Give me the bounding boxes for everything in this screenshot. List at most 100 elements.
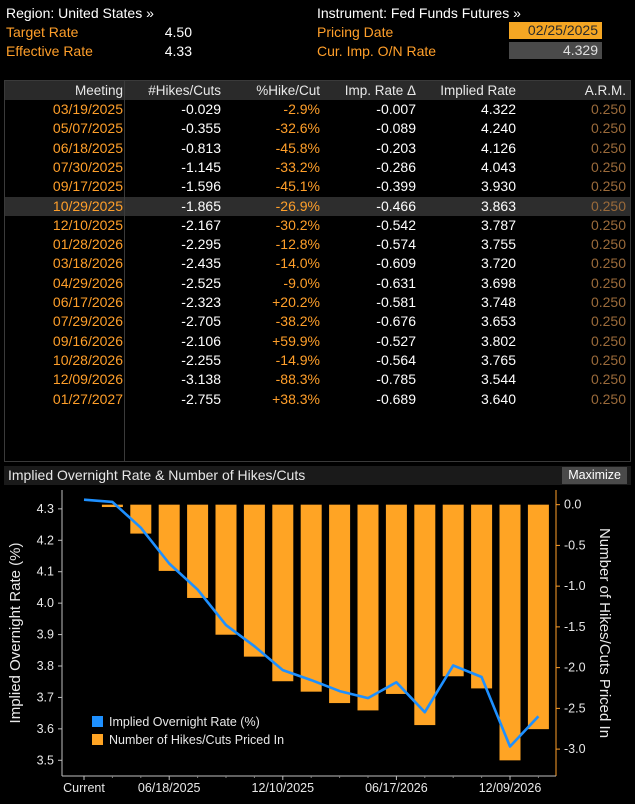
y-tick-label: 3.5 (37, 753, 54, 767)
col-header-arm[interactable]: A.R.M. (584, 83, 626, 98)
cell-implied-rate: 3.640 (480, 390, 516, 407)
bar (215, 504, 237, 635)
cell-pct-hike-cut: -2.9% (283, 101, 320, 117)
cell-imp-rate-delta: -0.785 (376, 371, 416, 388)
table-row[interactable]: 12/09/2026 -3.138 -88.3% -0.785 3.544 0.250 (5, 370, 630, 389)
table-row[interactable]: 03/18/2026 -2.435 -14.0% -0.609 3.720 0.250 (5, 254, 630, 273)
table-row[interactable]: 12/10/2025 -2.167 -30.2% -0.542 3.787 0.250 (5, 216, 630, 235)
cell-hikes-cuts: -1.865 (181, 197, 221, 214)
series-line (83, 498, 540, 748)
cell-pct-hike-cut: +20.2% (272, 294, 320, 310)
cell-implied-rate: 3.802 (480, 332, 516, 349)
y-tick-label: 4.1 (37, 565, 54, 579)
table-row[interactable]: 07/30/2025 -1.145 -33.2% -0.286 4.043 0.250 (5, 158, 630, 177)
cell-meeting: 03/19/2025 (52, 101, 123, 117)
y-tick-label: 3.6 (37, 722, 54, 736)
instrument-selector[interactable]: Instrument: Fed Funds Futures » (317, 5, 521, 21)
cell-implied-rate: 3.755 (480, 236, 516, 253)
cur-imp-rate-field[interactable]: 4.329 (509, 42, 602, 59)
cell-imp-rate-delta: -0.689 (376, 390, 416, 407)
x-tick-label: 12/10/2025 (252, 781, 315, 795)
cell-implied-rate: 3.653 (480, 313, 516, 330)
cell-meeting: 05/07/2025 (52, 120, 123, 137)
cell-arm: 0.250 (590, 216, 626, 233)
bar (385, 504, 407, 694)
col-header-hikes-cuts[interactable]: #Hikes/Cuts (148, 83, 221, 98)
table-row[interactable]: 09/17/2025 -1.596 -45.1% -0.399 3.930 0.250 (5, 177, 630, 196)
col-header-meeting[interactable]: Meeting (74, 83, 123, 98)
maximize-button[interactable]: Maximize (562, 467, 627, 484)
cell-meeting: 10/29/2025 (52, 197, 123, 214)
x-tick-label: 06/18/2025 (138, 781, 201, 795)
table-header-bar (5, 81, 630, 100)
cell-arm: 0.250 (590, 236, 626, 253)
cell-meeting: 12/09/2026 (52, 371, 123, 388)
cur-imp-rate-label: Cur. Imp. O/N Rate (317, 43, 437, 59)
cell-meeting: 01/27/2027 (52, 390, 123, 407)
table-row[interactable]: 09/16/2026 -2.106 +59.9% -0.527 3.802 0.250 (5, 332, 630, 351)
cell-pct-hike-cut: +59.9% (272, 332, 320, 349)
bar (414, 504, 436, 726)
cell-implied-rate: 4.043 (480, 158, 516, 175)
table-row[interactable]: 10/29/2025 -1.865 -26.9% -0.466 3.863 0.250 (5, 196, 630, 216)
effective-rate-label: Effective Rate (6, 43, 93, 59)
effective-rate-value: 4.33 (164, 43, 192, 59)
cell-arm: 0.250 (590, 178, 626, 195)
cell-arm: 0.250 (590, 255, 626, 272)
bar (357, 504, 379, 711)
table-row[interactable]: 01/27/2027 -2.755 +38.3% -0.689 3.640 0.250 (5, 390, 630, 409)
column-divider (124, 81, 125, 461)
cell-arm: 0.250 (590, 158, 626, 175)
cell-pct-hike-cut: -45.8% (275, 139, 320, 156)
x-tick-label: 06/17/2026 (365, 781, 428, 795)
cell-arm: 0.250 (590, 294, 626, 310)
y2-tick-label: -0.5 (564, 538, 586, 552)
cell-pct-hike-cut: -38.2% (275, 313, 320, 330)
bar (130, 504, 152, 534)
cell-imp-rate-delta: -0.203 (376, 139, 416, 156)
bar (471, 504, 493, 689)
header-panel: Region: United States » Instrument: Fed … (0, 0, 635, 72)
cell-implied-rate: 3.765 (480, 351, 516, 368)
cell-implied-rate: 3.748 (480, 294, 516, 310)
cell-hikes-cuts: -0.813 (181, 139, 221, 156)
pricing-date-label: Pricing Date (317, 24, 394, 40)
bar (527, 504, 549, 730)
legend-box (86, 710, 308, 752)
y-tick-label: 4.2 (37, 533, 54, 547)
cell-hikes-cuts: -2.525 (181, 274, 221, 291)
table-row[interactable]: 06/17/2026 -2.323 +20.2% -0.581 3.748 0.250 (5, 293, 630, 312)
table-row[interactable]: 01/28/2026 -2.295 -12.8% -0.574 3.755 0.250 (5, 235, 630, 254)
cell-hikes-cuts: -2.255 (181, 351, 221, 368)
table-row[interactable]: 06/18/2025 -0.813 -45.8% -0.203 4.126 0.250 (5, 139, 630, 158)
cell-pct-hike-cut: -26.9% (275, 197, 320, 214)
cell-implied-rate: 3.787 (480, 216, 516, 233)
legend-label-bars: Number of Hikes/Cuts Priced In (109, 733, 284, 747)
table-row[interactable]: 07/29/2026 -2.705 -38.2% -0.676 3.653 0.250 (5, 312, 630, 331)
bar (329, 504, 351, 704)
col-header-pct-hike-cut[interactable]: %Hike/Cut (256, 83, 320, 98)
table-row[interactable]: 10/28/2026 -2.255 -14.9% -0.564 3.765 0.250 (5, 351, 630, 370)
cell-hikes-cuts: -2.323 (181, 294, 221, 310)
cell-imp-rate-delta: -0.564 (376, 351, 416, 368)
table-row[interactable]: 05/07/2025 -0.355 -32.6% -0.089 4.240 0.250 (5, 119, 630, 138)
table-row[interactable]: 03/19/2025 -0.029 -2.9% -0.007 4.322 0.250 (5, 100, 630, 119)
pricing-date-field[interactable]: 02/25/2025 (509, 22, 602, 39)
table-row[interactable]: 04/29/2026 -2.525 -9.0% -0.631 3.698 0.250 (5, 274, 630, 293)
cell-meeting: 06/17/2026 (52, 294, 123, 310)
y2-tick-label: -3.0 (564, 742, 586, 756)
bar (499, 504, 521, 761)
x-tick-label: 12/09/2026 (479, 781, 542, 795)
col-header-implied-rate[interactable]: Implied Rate (440, 83, 516, 98)
cell-arm: 0.250 (590, 120, 626, 137)
target-rate-value: 4.50 (164, 24, 192, 40)
legend-swatch-bars (92, 734, 103, 745)
cell-hikes-cuts: -1.596 (181, 178, 221, 195)
cell-meeting: 07/30/2025 (52, 158, 123, 175)
x-tick-label: Current (63, 781, 105, 795)
region-selector[interactable]: Region: United States » (6, 5, 154, 21)
col-header-imp-rate-delta[interactable]: Imp. Rate Δ (344, 83, 416, 98)
cell-implied-rate: 3.544 (480, 371, 516, 388)
cell-implied-rate: 3.930 (480, 178, 516, 195)
